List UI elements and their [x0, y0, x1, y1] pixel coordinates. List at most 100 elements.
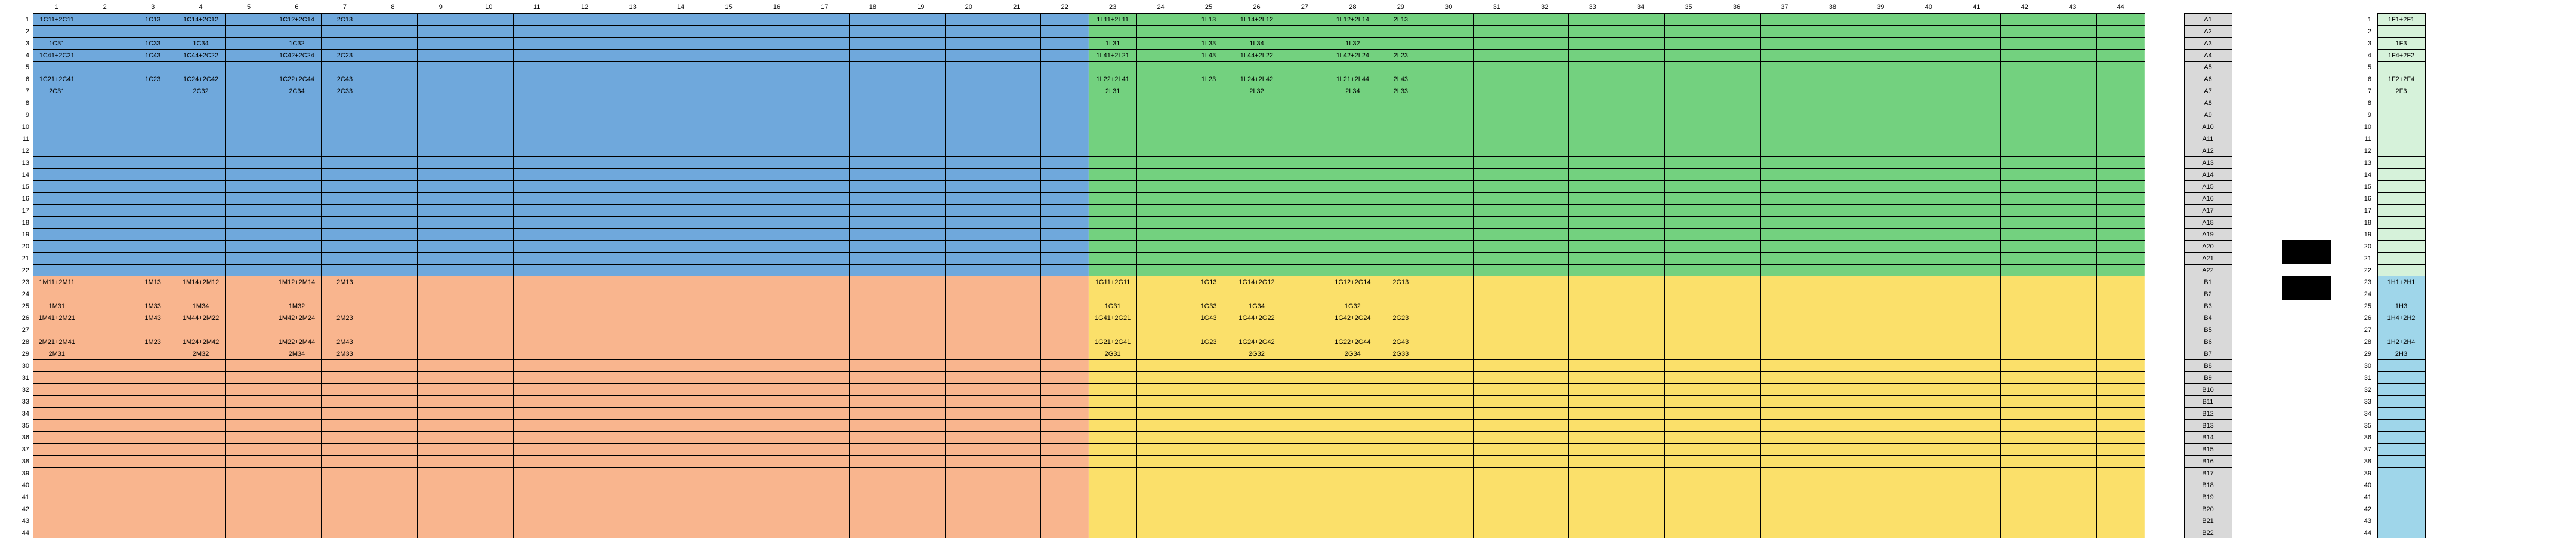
grid-cell-value[interactable]: 1L14+2L12: [1240, 16, 1273, 23]
right-column-cell[interactable]: [2377, 455, 2426, 468]
right-column-cell[interactable]: [2377, 156, 2426, 169]
right-column-cell[interactable]: [2377, 252, 2426, 265]
grid-cell-value[interactable]: 2C34: [289, 88, 304, 95]
grid-cell-value[interactable]: 1M42+2M24: [279, 315, 315, 322]
grid-cell-value[interactable]: 2L33: [1394, 88, 1408, 95]
right-column-cell[interactable]: [2377, 192, 2426, 205]
grid-cell-value[interactable]: 1M34: [193, 303, 209, 310]
grid-cell-value[interactable]: 2C32: [193, 88, 208, 95]
grid-cell-value[interactable]: 1L13: [1201, 16, 1216, 23]
grid-cell-value[interactable]: 1G11+2G11: [1095, 279, 1131, 286]
grid-cell-value[interactable]: 2G43: [1392, 339, 1409, 346]
right-column-cell[interactable]: [2377, 61, 2426, 73]
right-column-cell[interactable]: [2377, 395, 2426, 408]
grid-cell-value[interactable]: 2L34: [1345, 88, 1360, 95]
grid-cell-value[interactable]: 1G24+2G42: [1238, 339, 1274, 346]
right-column-cell[interactable]: [2377, 443, 2426, 456]
grid-cell-value[interactable]: 1G42+2G24: [1335, 315, 1370, 322]
right-column-cell[interactable]: [2377, 359, 2426, 372]
right-column-cell[interactable]: [2377, 25, 2426, 38]
grid-cell-value[interactable]: 1G34: [1249, 303, 1265, 310]
grid-cell-value[interactable]: 1M43: [144, 315, 161, 322]
grid-cell-value[interactable]: 2M23: [336, 315, 353, 322]
grid-cell-value[interactable]: 1L22+2L41: [1096, 76, 1129, 83]
right-column-cell[interactable]: [2377, 527, 2426, 538]
grid-cell-value[interactable]: 1C44+2C22: [183, 52, 218, 59]
grid-cell-value[interactable]: 1G31: [1105, 303, 1121, 310]
grid-cell-value[interactable]: 1M32: [289, 303, 305, 310]
grid-cell-value[interactable]: 2G31: [1105, 351, 1121, 358]
grid-cell-value[interactable]: 1M13: [144, 279, 161, 286]
right-column-cell[interactable]: [2377, 204, 2426, 217]
grid-cell-value[interactable]: 1G21+2G41: [1095, 339, 1131, 346]
grid-cell-value[interactable]: 2C31: [49, 88, 64, 95]
grid-cell-value[interactable]: 2L13: [1394, 16, 1408, 23]
grid-cell-value[interactable]: 1G23: [1201, 339, 1217, 346]
right-column-cell[interactable]: [2377, 479, 2426, 491]
grid-cell-value[interactable]: 1L12+2L14: [1336, 16, 1369, 23]
grid-cell-value[interactable]: 2C33: [337, 88, 353, 95]
grid-cell-value[interactable]: 1G14+2G12: [1238, 279, 1274, 286]
grid-cell-value[interactable]: 1M22+2M44: [279, 339, 315, 346]
grid-cell-value[interactable]: 1C32: [289, 40, 304, 47]
right-column-cell[interactable]: [2377, 371, 2426, 384]
grid-cell-value[interactable]: 2M33: [336, 351, 353, 358]
grid-cell-value[interactable]: 1L44+2L22: [1240, 52, 1273, 59]
grid-cell-value[interactable]: 1C23: [145, 76, 160, 83]
right-column-cell[interactable]: [2377, 407, 2426, 420]
grid-cell-value[interactable]: 1G13: [1201, 279, 1217, 286]
grid-cell-value[interactable]: 2C23: [337, 52, 353, 59]
grid-cell-value[interactable]: 1L32: [1345, 40, 1360, 47]
grid-cell-value[interactable]: 1C12+2C14: [279, 16, 314, 23]
grid-cell-value[interactable]: 2G32: [1249, 351, 1265, 358]
right-column-cell[interactable]: [2377, 264, 2426, 276]
grid-cell-value[interactable]: 1L33: [1201, 40, 1216, 47]
grid-cell-value[interactable]: 2G13: [1392, 279, 1409, 286]
grid-cell-value[interactable]: 1C24+2C42: [183, 76, 218, 83]
grid-cell-value[interactable]: 2G34: [1345, 351, 1361, 358]
grid-cell-value[interactable]: 1L42+2L24: [1336, 52, 1369, 59]
grid-cell-value[interactable]: 1L43: [1201, 52, 1216, 59]
grid-cell-value[interactable]: 1G32: [1345, 303, 1361, 310]
grid-cell-value[interactable]: 2L32: [1249, 88, 1264, 95]
grid-cell-value[interactable]: 1L31: [1105, 40, 1120, 47]
right-column-cell[interactable]: [2377, 431, 2426, 444]
grid-cell-value[interactable]: 1M33: [144, 303, 161, 310]
right-column-cell[interactable]: [2377, 180, 2426, 193]
right-column-cell[interactable]: [2377, 133, 2426, 145]
grid-cell-value[interactable]: 2M34: [289, 351, 305, 358]
grid-cell-value[interactable]: 1G33: [1201, 303, 1217, 310]
label-cell[interactable]: [2184, 527, 2232, 538]
grid-cell-value[interactable]: 1M24+2M42: [183, 339, 219, 346]
grid-cell-value[interactable]: 1G43: [1201, 315, 1217, 322]
grid-cell-value[interactable]: 1C14+2C12: [183, 16, 218, 23]
right-column-cell[interactable]: [2377, 97, 2426, 109]
grid-cell-value[interactable]: 2L43: [1394, 76, 1408, 83]
grid-cell-value[interactable]: 1M14+2M12: [183, 279, 219, 286]
grid-cell-value[interactable]: 1L41+2L21: [1096, 52, 1129, 59]
grid-cell-value[interactable]: 1L34: [1249, 40, 1264, 47]
grid-cell-value[interactable]: 1C22+2C44: [279, 76, 314, 83]
grid-cell-value[interactable]: 1C34: [193, 40, 208, 47]
right-column-cell[interactable]: [2377, 288, 2426, 300]
grid-cell-value[interactable]: 1C41+2C21: [39, 52, 75, 59]
right-column-cell[interactable]: [2377, 240, 2426, 253]
grid-cell-value[interactable]: 1C31: [49, 40, 64, 47]
grid-cell-value[interactable]: 1M23: [144, 339, 161, 346]
right-column-cell[interactable]: [2377, 121, 2426, 133]
grid-cell-value[interactable]: 1C42+2C24: [279, 52, 314, 59]
right-column-cell[interactable]: [2377, 515, 2426, 527]
right-column-cell[interactable]: [2377, 109, 2426, 121]
grid-cell-value[interactable]: 1C13: [145, 16, 160, 23]
grid-cell-value[interactable]: 2M13: [336, 279, 353, 286]
grid-cell-value[interactable]: 1M41+2M21: [38, 315, 75, 322]
grid-cell-value[interactable]: 2M31: [48, 351, 65, 358]
grid-cell-value[interactable]: 2M43: [336, 339, 353, 346]
grid-cell-value[interactable]: 1L11+2L11: [1097, 16, 1129, 23]
grid-cell-value[interactable]: 1G41+2G21: [1095, 315, 1131, 322]
grid-cell-value[interactable]: 2C43: [337, 76, 353, 83]
right-column-cell[interactable]: [2377, 467, 2426, 479]
right-column-cell[interactable]: [2377, 503, 2426, 515]
grid-cell-value[interactable]: 2C13: [337, 16, 353, 23]
grid-cell-value[interactable]: 1M44+2M22: [183, 315, 219, 322]
